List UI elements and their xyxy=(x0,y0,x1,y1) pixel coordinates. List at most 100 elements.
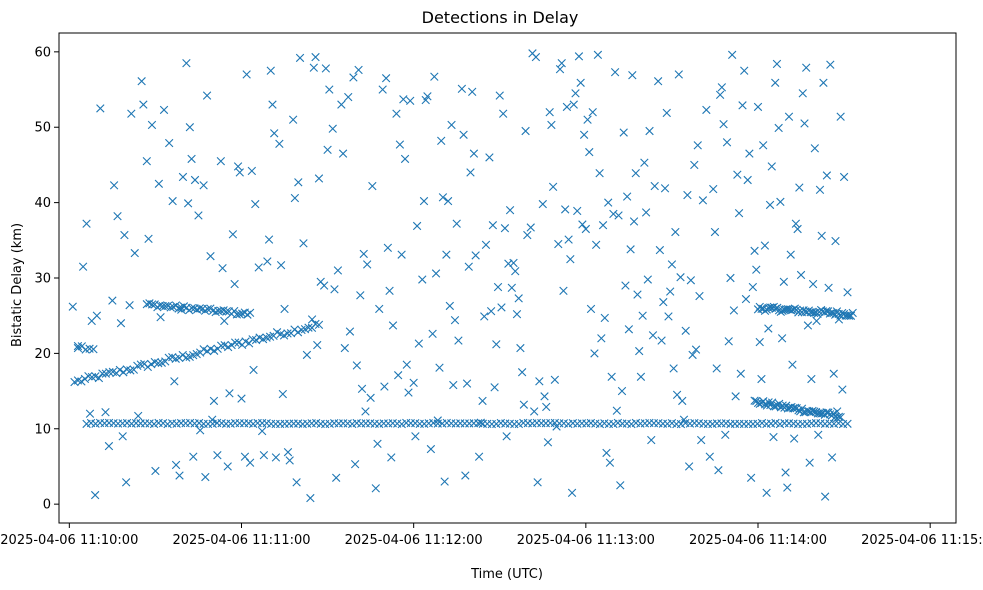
data-point-marker xyxy=(697,435,706,445)
data-point-marker xyxy=(399,95,408,104)
data-point-marker xyxy=(437,136,446,145)
data-point-marker xyxy=(480,312,489,321)
data-point-marker xyxy=(356,291,365,300)
data-point-marker xyxy=(691,345,701,354)
data-point-marker xyxy=(404,388,413,397)
data-point-marker xyxy=(459,130,468,139)
data-point-marker xyxy=(206,251,215,261)
data-point-marker xyxy=(574,52,584,61)
data-point-marker xyxy=(73,341,83,351)
data-point-marker xyxy=(573,206,582,216)
data-point-marker xyxy=(500,224,510,233)
data-point-marker xyxy=(345,327,355,336)
data-point-marker xyxy=(290,193,300,203)
data-point-marker xyxy=(77,377,86,386)
data-point-marker xyxy=(187,154,196,164)
data-point-marker xyxy=(289,419,298,428)
data-point-marker xyxy=(559,286,568,296)
data-point-marker xyxy=(758,141,768,150)
data-point-marker xyxy=(648,331,658,340)
data-point-marker xyxy=(203,304,212,314)
x-tick-label: 2025-04-06 11:13:00 xyxy=(517,533,655,548)
data-point-marker xyxy=(268,100,277,109)
data-point-marker xyxy=(817,231,826,240)
x-tick-label: 2025-04-06 11:15:00 xyxy=(861,533,983,548)
data-point-marker xyxy=(492,340,501,349)
x-tick-label: 2025-04-06 11:14:00 xyxy=(689,533,827,548)
data-point-marker xyxy=(600,313,609,323)
data-point-marker xyxy=(845,311,854,320)
y-tick-label: 10 xyxy=(34,422,51,437)
data-point-marker xyxy=(843,288,852,297)
data-point-marker xyxy=(187,303,197,313)
data-point-marker xyxy=(136,360,146,369)
data-point-marker xyxy=(457,84,467,93)
data-point-marker xyxy=(569,100,578,109)
data-point-marker xyxy=(354,65,363,75)
data-point-marker xyxy=(257,426,267,436)
data-point-marker xyxy=(820,492,830,501)
data-point-marker xyxy=(698,196,708,205)
data-point-marker xyxy=(466,168,475,177)
data-point-marker xyxy=(554,239,563,249)
data-point-marker xyxy=(78,262,88,271)
data-point-marker xyxy=(430,72,439,81)
data-point-marker xyxy=(263,257,272,266)
data-point-marker xyxy=(507,283,516,292)
data-point-marker xyxy=(361,419,370,428)
data-point-marker xyxy=(717,83,727,92)
data-point-marker xyxy=(662,108,671,118)
data-point-marker xyxy=(237,309,247,318)
data-point-marker xyxy=(251,199,260,209)
data-point-marker xyxy=(649,418,659,428)
data-point-marker xyxy=(249,365,258,375)
data-point-marker xyxy=(431,269,441,278)
data-point-marker xyxy=(223,462,232,471)
data-point-marker xyxy=(161,301,170,311)
data-point-marker xyxy=(684,462,694,471)
data-point-marker xyxy=(400,154,410,164)
data-point-marker xyxy=(766,303,775,312)
data-point-marker xyxy=(740,66,749,75)
data-point-marker xyxy=(134,411,143,421)
data-point-marker xyxy=(523,230,532,240)
data-point-marker xyxy=(712,419,722,428)
data-point-marker xyxy=(202,91,212,100)
data-point-marker xyxy=(628,71,637,80)
data-point-marker xyxy=(426,444,436,454)
data-point-marker xyxy=(657,336,666,345)
data-point-marker xyxy=(745,149,754,158)
data-point-marker xyxy=(486,306,496,316)
data-point-marker xyxy=(833,407,842,416)
data-point-marker xyxy=(280,304,289,314)
data-point-marker xyxy=(795,183,804,192)
data-point-marker xyxy=(330,285,339,294)
data-point-marker xyxy=(834,412,844,422)
data-point-marker xyxy=(445,301,455,311)
data-point-marker xyxy=(357,384,367,394)
data-point-marker xyxy=(392,109,401,118)
data-point-marker xyxy=(641,208,651,217)
data-point-marker xyxy=(585,147,594,157)
data-point-marker xyxy=(154,179,164,188)
data-point-marker xyxy=(659,297,668,307)
x-tick-label: 2025-04-06 11:10:00 xyxy=(0,533,138,548)
data-point-marker xyxy=(597,334,606,343)
data-point-marker xyxy=(800,119,809,128)
data-point-marker xyxy=(325,85,334,94)
data-point-marker xyxy=(474,452,484,461)
data-point-marker xyxy=(143,362,152,372)
data-point-marker xyxy=(130,248,139,258)
data-point-marker xyxy=(440,477,449,486)
data-point-marker xyxy=(388,321,398,330)
data-point-marker xyxy=(245,308,255,318)
data-point-marker xyxy=(178,350,187,360)
data-point-marker xyxy=(189,452,198,461)
data-point-marker xyxy=(802,63,811,72)
data-point-marker xyxy=(610,68,620,77)
data-point-marker xyxy=(621,281,630,290)
data-point-marker xyxy=(702,105,711,115)
data-point-marker xyxy=(614,211,623,220)
data-point-marker xyxy=(380,382,389,391)
data-point-marker xyxy=(230,306,239,316)
